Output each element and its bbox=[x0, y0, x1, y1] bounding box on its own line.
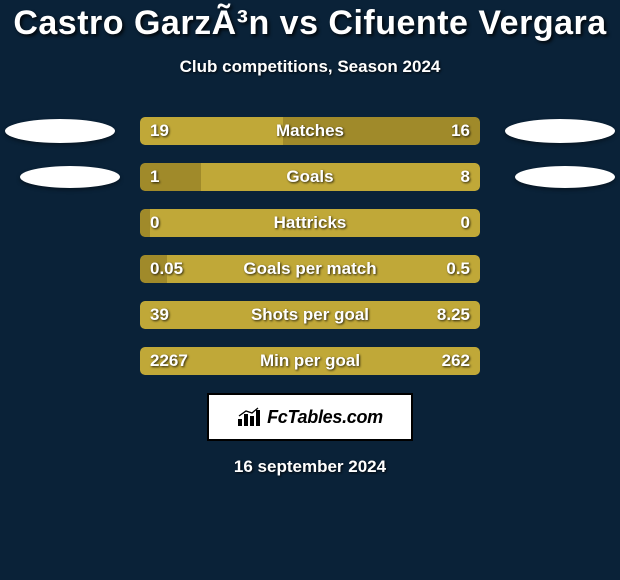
stat-value-left: 2267 bbox=[150, 347, 188, 375]
stat-value-right: 16 bbox=[451, 117, 470, 145]
stat-label: Shots per goal bbox=[0, 301, 620, 329]
stat-value-left: 0 bbox=[150, 209, 159, 237]
stat-label: Goals bbox=[0, 163, 620, 191]
date-text: 16 september 2024 bbox=[0, 457, 620, 477]
stat-label: Goals per match bbox=[0, 255, 620, 283]
stat-row: Hattricks0 0 bbox=[0, 209, 620, 237]
comparison-card: Castro GarzÃ³n vs Cifuente Vergara Club … bbox=[0, 0, 620, 580]
stat-row: Goals1 8 bbox=[0, 163, 620, 191]
stat-row: Min per goal2267 262 bbox=[0, 347, 620, 375]
stat-value-right: 8.25 bbox=[437, 301, 470, 329]
stat-row: Matches19 16 bbox=[0, 117, 620, 145]
subtitle: Club competitions, Season 2024 bbox=[0, 57, 620, 77]
stat-value-left: 0.05 bbox=[150, 255, 183, 283]
stat-value-right: 8 bbox=[461, 163, 470, 191]
stat-label: Matches bbox=[0, 117, 620, 145]
stat-value-right: 0 bbox=[461, 209, 470, 237]
stat-value-right: 262 bbox=[442, 347, 470, 375]
stat-value-left: 39 bbox=[150, 301, 169, 329]
stat-value-left: 19 bbox=[150, 117, 169, 145]
stat-label: Hattricks bbox=[0, 209, 620, 237]
brand-logo-text: FcTables.com bbox=[267, 407, 383, 428]
stat-label: Min per goal bbox=[0, 347, 620, 375]
stat-value-right: 0.5 bbox=[446, 255, 470, 283]
stat-row: Shots per goal39 8.25 bbox=[0, 301, 620, 329]
stat-value-left: 1 bbox=[150, 163, 159, 191]
page-title: Castro GarzÃ³n vs Cifuente Vergara bbox=[0, 4, 620, 43]
stats-container: Matches19 16 Goals1 8 Hattricks0 0 Goals per m… bbox=[0, 117, 620, 375]
brand-logo-box: FcTables.com bbox=[207, 393, 413, 441]
chart-icon bbox=[237, 407, 263, 427]
stat-row: Goals per match0.05 0.5 bbox=[0, 255, 620, 283]
